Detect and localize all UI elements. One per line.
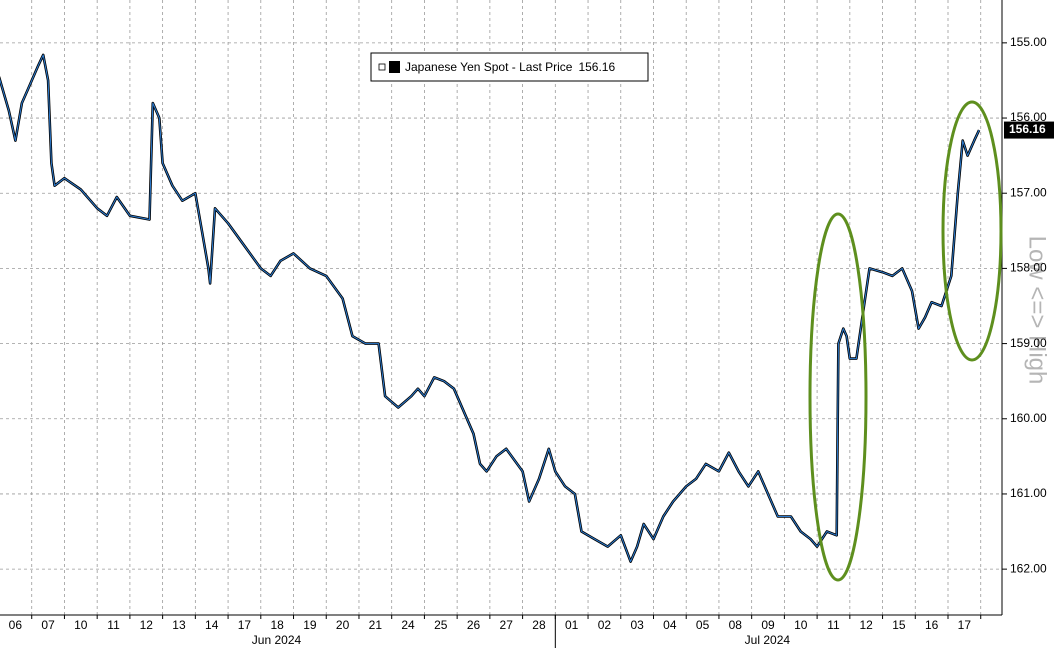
x-tick-label: 21 (369, 618, 383, 632)
y-tick-label: 161.00 (1010, 486, 1047, 500)
x-tick-label: 03 (630, 618, 644, 632)
plot (0, 53, 981, 563)
y-tick-label: 156.00 (1010, 110, 1047, 124)
month-label: Jul 2024 (745, 633, 791, 647)
x-tick-label: 13 (172, 618, 186, 632)
x-tick-label: 26 (467, 618, 481, 632)
x-tick-label: 07 (41, 618, 55, 632)
last-price-label: 156.16 (1009, 122, 1046, 136)
x-tick-label: 12 (140, 618, 154, 632)
grid (0, 0, 1002, 615)
legend-icon (378, 63, 386, 71)
y-tick-label: 160.00 (1010, 411, 1047, 425)
x-tick-label: 10 (74, 618, 88, 632)
x-tick-label: 11 (107, 618, 120, 632)
last-price-box (1004, 121, 1054, 139)
legend: Japanese Yen Spot - Last Price 156.16 (370, 52, 649, 82)
y-tick-label: 158.00 (1010, 261, 1047, 275)
x-tick-label: 27 (500, 618, 514, 632)
x-tick-label: 20 (336, 618, 350, 632)
x-tick-label: 14 (205, 618, 219, 632)
x-tick-label: 12 (860, 618, 874, 632)
y-tick-label: 157.00 (1010, 185, 1047, 199)
highlight-ellipse (941, 100, 1003, 362)
y-tick-label: 155.00 (1010, 35, 1047, 49)
legend-swatch (389, 61, 400, 73)
x-tick-label: 02 (598, 618, 612, 632)
x-tick-label: 06 (9, 618, 23, 632)
x-tick-label: 01 (565, 618, 579, 632)
y-tick-label: 159.00 (1010, 336, 1047, 350)
x-tick-label: 19 (303, 618, 317, 632)
x-tick-label: 05 (696, 618, 710, 632)
x-tick-label: 28 (532, 618, 546, 632)
y-axis-title: Low <=> High (1024, 236, 1051, 385)
x-tick-label: 17 (238, 618, 252, 632)
x-tick-label: 10 (794, 618, 808, 632)
x-tick-label: 04 (663, 618, 677, 632)
x-tick-label: 11 (827, 618, 840, 632)
legend-label: Japanese Yen Spot - Last Price (405, 60, 573, 74)
x-tick-label: 09 (761, 618, 775, 632)
x-tick-label: 08 (729, 618, 743, 632)
x-tick-label: 25 (434, 618, 448, 632)
x-tick-label: 15 (892, 618, 906, 632)
x-tick-label: 18 (270, 618, 284, 632)
x-tick-label: 16 (925, 618, 939, 632)
month-label: Jun 2024 (252, 633, 302, 647)
x-tick-label: 17 (958, 618, 972, 632)
series-line (0, 54, 980, 563)
legend-box (370, 52, 649, 82)
highlight-ellipse (808, 212, 868, 582)
x-tick-label: 24 (401, 618, 415, 632)
y-tick-label: 162.00 (1010, 561, 1047, 575)
legend-value: 156.16 (578, 60, 615, 74)
last-price-marker: 156.16 (1004, 121, 1054, 139)
